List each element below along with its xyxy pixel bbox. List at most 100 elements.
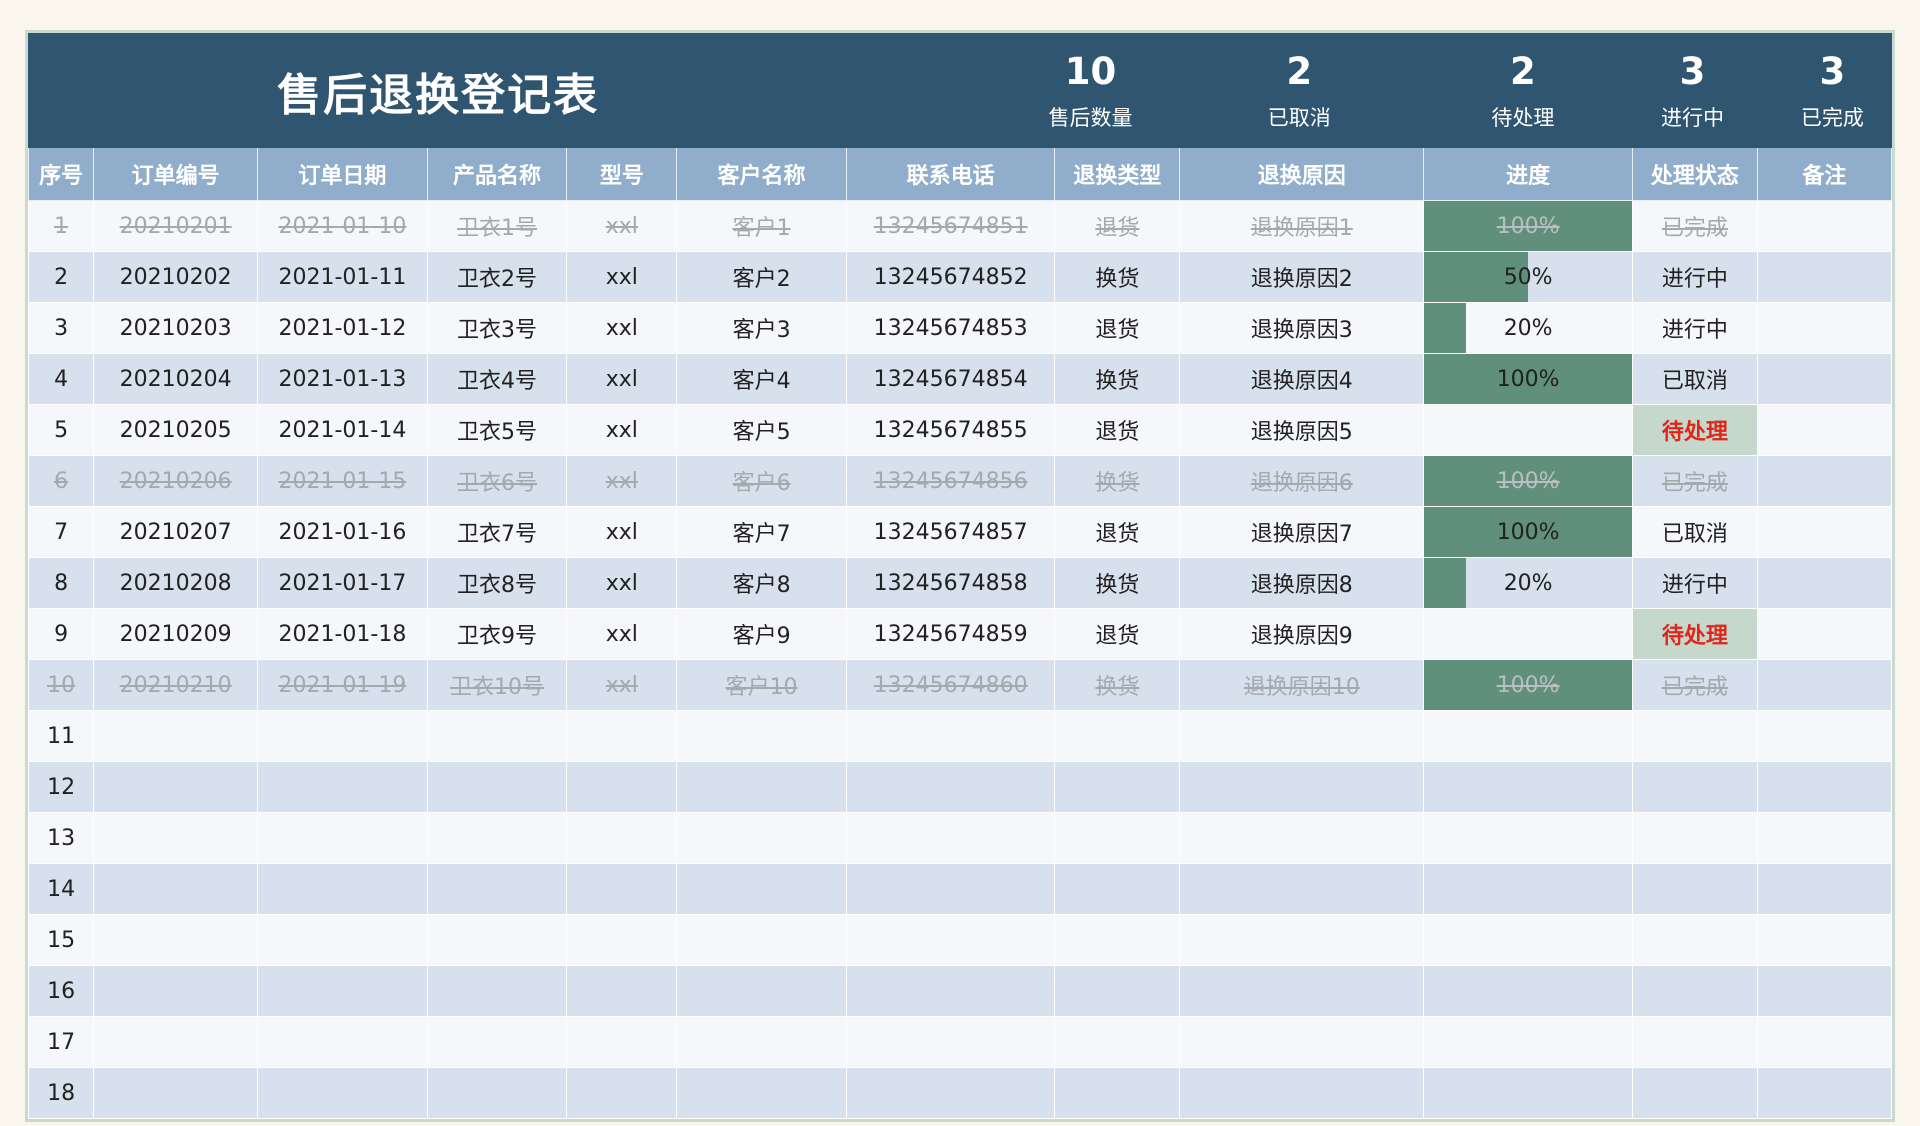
cell-phone[interactable]: 13245674853: [845, 302, 1056, 354]
cell-no[interactable]: 14: [27, 863, 95, 915]
cell-status[interactable]: 进行中: [1631, 251, 1758, 303]
cell-product[interactable]: 卫衣6号: [426, 455, 568, 507]
cell-model[interactable]: xxl: [566, 200, 678, 252]
cell-model[interactable]: [566, 1067, 678, 1119]
cell-remark[interactable]: [1756, 455, 1893, 507]
cell-no[interactable]: 5: [27, 404, 95, 456]
cell-date[interactable]: 2021-01-16: [257, 506, 428, 558]
cell-customer[interactable]: 客户7: [676, 506, 847, 558]
cell-model[interactable]: xxl: [566, 302, 678, 354]
cell-date[interactable]: [257, 1016, 428, 1068]
cell-model[interactable]: xxl: [566, 404, 678, 456]
cell-order-no[interactable]: [93, 1016, 259, 1068]
cell-phone[interactable]: [845, 965, 1056, 1017]
cell-status[interactable]: [1631, 1067, 1758, 1119]
cell-date[interactable]: 2021-01-11: [257, 251, 428, 303]
cell-date[interactable]: 2021-01-15: [257, 455, 428, 507]
cell-date[interactable]: 2021-01-13: [257, 353, 428, 405]
cell-date[interactable]: [257, 965, 428, 1017]
cell-phone[interactable]: [845, 761, 1056, 813]
cell-customer[interactable]: 客户3: [676, 302, 847, 354]
cell-date[interactable]: [257, 863, 428, 915]
cell-status[interactable]: [1631, 761, 1758, 813]
cell-model[interactable]: [566, 812, 678, 864]
cell-status[interactable]: 待处理: [1631, 404, 1758, 456]
cell-order-no[interactable]: [93, 812, 259, 864]
cell-type[interactable]: 换货: [1054, 353, 1181, 405]
cell-type[interactable]: 退货: [1054, 506, 1181, 558]
cell-phone[interactable]: 13245674854: [845, 353, 1056, 405]
cell-no[interactable]: 13: [27, 812, 95, 864]
cell-no[interactable]: 15: [27, 914, 95, 966]
cell-customer[interactable]: 客户6: [676, 455, 847, 507]
cell-order-no[interactable]: [93, 761, 259, 813]
cell-type[interactable]: 换货: [1054, 659, 1181, 711]
cell-product[interactable]: [426, 1067, 568, 1119]
cell-reason[interactable]: [1179, 863, 1425, 915]
cell-customer[interactable]: [676, 863, 847, 915]
cell-customer[interactable]: [676, 965, 847, 1017]
cell-progress[interactable]: 100%: [1423, 506, 1633, 558]
cell-progress[interactable]: [1423, 863, 1633, 915]
cell-no[interactable]: 18: [27, 1067, 95, 1119]
cell-progress[interactable]: [1423, 710, 1633, 762]
cell-reason[interactable]: [1179, 965, 1425, 1017]
cell-customer[interactable]: 客户4: [676, 353, 847, 405]
cell-progress[interactable]: 100%: [1423, 200, 1633, 252]
cell-customer[interactable]: [676, 914, 847, 966]
cell-phone[interactable]: [845, 863, 1056, 915]
cell-model[interactable]: xxl: [566, 557, 678, 609]
cell-progress[interactable]: 100%: [1423, 455, 1633, 507]
cell-no[interactable]: 11: [27, 710, 95, 762]
cell-customer[interactable]: [676, 761, 847, 813]
cell-progress[interactable]: [1423, 812, 1633, 864]
cell-remark[interactable]: [1756, 710, 1893, 762]
cell-product[interactable]: 卫衣9号: [426, 608, 568, 660]
cell-customer[interactable]: 客户1: [676, 200, 847, 252]
cell-product[interactable]: 卫衣10号: [426, 659, 568, 711]
cell-model[interactable]: xxl: [566, 251, 678, 303]
cell-phone[interactable]: 13245674852: [845, 251, 1056, 303]
cell-no[interactable]: 7: [27, 506, 95, 558]
cell-reason[interactable]: 退换原因5: [1179, 404, 1425, 456]
cell-customer[interactable]: 客户8: [676, 557, 847, 609]
cell-type[interactable]: 退货: [1054, 200, 1181, 252]
cell-no[interactable]: 4: [27, 353, 95, 405]
cell-status[interactable]: [1631, 812, 1758, 864]
cell-type[interactable]: [1054, 812, 1181, 864]
cell-model[interactable]: [566, 710, 678, 762]
cell-order-no[interactable]: [93, 965, 259, 1017]
cell-order-no[interactable]: [93, 863, 259, 915]
cell-status[interactable]: [1631, 914, 1758, 966]
cell-order-no[interactable]: 20210204: [93, 353, 259, 405]
cell-phone[interactable]: 13245674859: [845, 608, 1056, 660]
cell-phone[interactable]: [845, 914, 1056, 966]
cell-product[interactable]: 卫衣4号: [426, 353, 568, 405]
cell-progress[interactable]: [1423, 761, 1633, 813]
cell-customer[interactable]: 客户2: [676, 251, 847, 303]
cell-phone[interactable]: 13245674860: [845, 659, 1056, 711]
cell-type[interactable]: [1054, 914, 1181, 966]
cell-product[interactable]: 卫衣7号: [426, 506, 568, 558]
cell-model[interactable]: xxl: [566, 506, 678, 558]
cell-remark[interactable]: [1756, 557, 1893, 609]
cell-reason[interactable]: 退换原因7: [1179, 506, 1425, 558]
cell-order-no[interactable]: 20210205: [93, 404, 259, 456]
cell-reason[interactable]: 退换原因4: [1179, 353, 1425, 405]
cell-progress[interactable]: [1423, 1067, 1633, 1119]
cell-customer[interactable]: 客户9: [676, 608, 847, 660]
cell-type[interactable]: 换货: [1054, 557, 1181, 609]
cell-progress[interactable]: [1423, 608, 1633, 660]
cell-date[interactable]: 2021-01-19: [257, 659, 428, 711]
cell-model[interactable]: [566, 914, 678, 966]
cell-reason[interactable]: 退换原因2: [1179, 251, 1425, 303]
cell-model[interactable]: [566, 761, 678, 813]
cell-order-no[interactable]: 20210206: [93, 455, 259, 507]
cell-type[interactable]: 换货: [1054, 455, 1181, 507]
cell-remark[interactable]: [1756, 608, 1893, 660]
cell-status[interactable]: 已取消: [1631, 506, 1758, 558]
cell-remark[interactable]: [1756, 200, 1893, 252]
cell-type[interactable]: [1054, 1016, 1181, 1068]
cell-order-no[interactable]: [93, 710, 259, 762]
cell-status[interactable]: [1631, 710, 1758, 762]
